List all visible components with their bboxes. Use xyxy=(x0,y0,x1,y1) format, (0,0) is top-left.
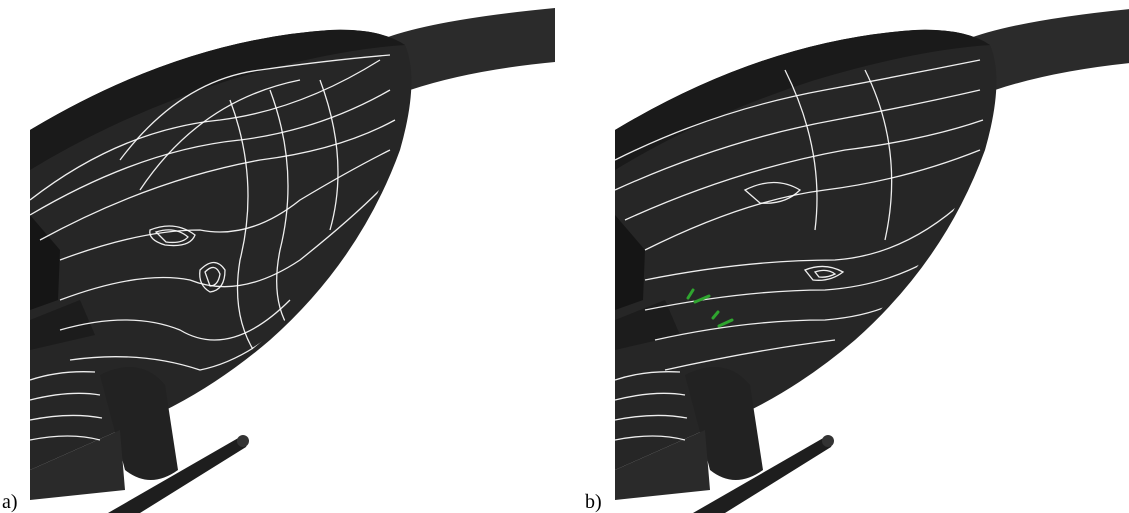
panel-b: b) xyxy=(585,8,1129,513)
panel-a: a) xyxy=(2,8,555,513)
page: {"panels": [{"label": "a)"}, {"label": "… xyxy=(0,0,1129,513)
panel-label: a) xyxy=(2,491,18,513)
figure: a) b xyxy=(0,0,1129,513)
panel-label: b) xyxy=(585,491,602,513)
